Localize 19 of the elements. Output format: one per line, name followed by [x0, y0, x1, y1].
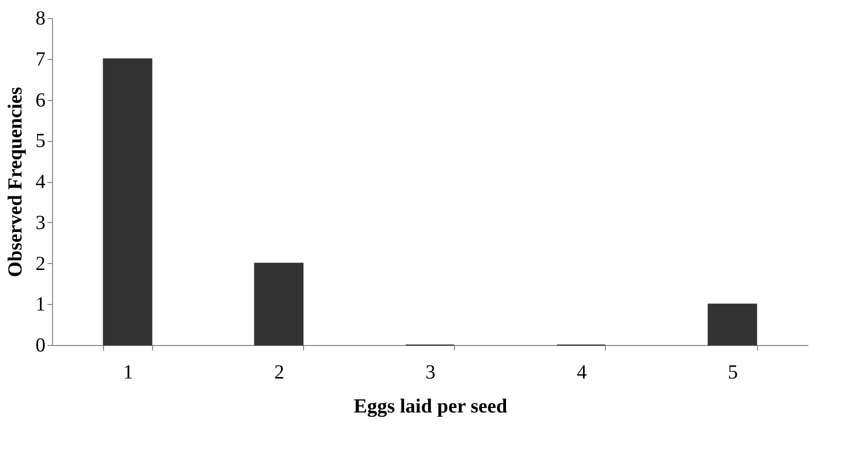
bar: [254, 262, 304, 346]
y-tick-label: 8: [36, 8, 46, 30]
y-tick-label: 0: [36, 334, 46, 356]
x-axis-title: Eggs laid per seed: [354, 396, 508, 418]
y-tick-label: 1: [36, 294, 46, 316]
y-tick-label: 2: [36, 252, 46, 275]
y-tick-label: 5: [36, 130, 46, 152]
x-tick-label: 5: [728, 362, 738, 384]
y-tick-label: 3: [36, 212, 46, 234]
y-tick-label: 7: [36, 48, 46, 70]
y-axis-title: Observed Frequencies: [4, 86, 26, 278]
y-tick-label: 6: [36, 89, 46, 112]
x-tick-label: 4: [576, 362, 587, 384]
x-tick-label: 3: [426, 362, 436, 384]
x-tick-label: 1: [123, 362, 134, 384]
x-tick-label: 2: [274, 362, 284, 384]
bar: [708, 304, 758, 346]
bar: [102, 58, 152, 346]
y-tick-label: 4: [36, 171, 46, 193]
